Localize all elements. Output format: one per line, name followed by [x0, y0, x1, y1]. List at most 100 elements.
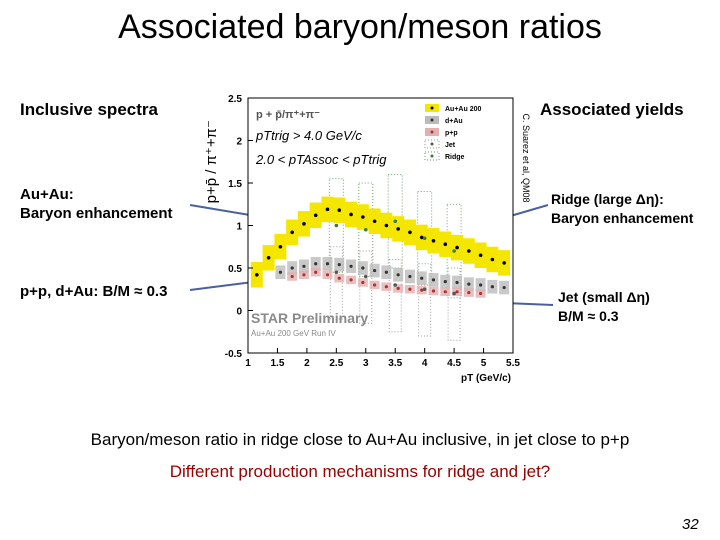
legend-entry: Au+Au 200 [445, 106, 481, 113]
pp-point [314, 270, 318, 274]
auau-point [478, 253, 483, 258]
cut-assoc: 2.0 < pTAssoc < pTtrig [255, 152, 387, 167]
legend-marker [430, 142, 434, 146]
auau-point [313, 213, 318, 218]
auau-point [431, 239, 436, 243]
credit-text: C. Suarez et al, QM08 [521, 113, 530, 202]
pp-point [337, 276, 341, 280]
ridge-point [363, 227, 368, 232]
auau-point [502, 261, 506, 265]
jet-box [388, 259, 402, 333]
x-tick-label: 2.5 [329, 358, 343, 369]
y-axis-label: p+p̄ / π⁺+π⁻ [203, 120, 220, 203]
dau-point [490, 285, 494, 289]
auau-point [467, 249, 471, 253]
slide-title: Associated baryon/meson ratios [118, 8, 602, 46]
jet-point [452, 291, 456, 296]
pp-point [373, 283, 377, 287]
dau-point [302, 264, 306, 268]
legend-entry: Jet [445, 142, 456, 149]
dau-point [396, 273, 400, 277]
dau-point [373, 268, 377, 273]
legend-entry: p+p [445, 130, 458, 137]
auau-point [443, 242, 448, 246]
auau-point [266, 256, 271, 260]
pp-point [420, 288, 424, 292]
dau-point [420, 276, 424, 280]
x-tick-label: 1 [245, 358, 251, 369]
legend-marker [430, 130, 434, 134]
jet-line1: Jet (small Δη) [558, 289, 650, 305]
dau-point [467, 282, 471, 286]
jet-line2: B/M ≈ 0.3 [558, 308, 619, 324]
jet-point [363, 274, 368, 279]
dau-point [314, 262, 318, 266]
dau-point [361, 266, 365, 270]
y-tick-label: -0.5 [225, 349, 243, 360]
jet-box [418, 263, 432, 337]
legend-entry: d+Au [445, 118, 463, 125]
y-tick-label: 1.5 [228, 179, 242, 190]
dau-point [290, 266, 294, 270]
ridge-annotation: Ridge (large Δη): Baryon enhancement [551, 190, 693, 228]
dau-point [337, 263, 341, 267]
pp-point [302, 273, 306, 277]
pp-point [479, 291, 483, 296]
y-tick-label: 0 [236, 307, 242, 318]
dau-point [443, 280, 447, 284]
pp-point [349, 278, 353, 282]
auau-point [255, 273, 259, 277]
pp-point [290, 274, 294, 279]
legend-swatch [424, 151, 440, 161]
pp-point [325, 273, 330, 277]
auau-point [384, 223, 389, 228]
auau-point [490, 257, 495, 262]
x-tick-label: 4.5 [447, 358, 461, 369]
jet-point [334, 270, 339, 275]
ridge-point [422, 236, 427, 241]
inclusive-spectra-label: Inclusive spectra [20, 100, 158, 119]
pp-point [443, 290, 447, 294]
dau-point [325, 262, 330, 266]
x-tick-label: 5 [481, 358, 487, 369]
auau-point [408, 230, 412, 235]
x-tick-label: 3.5 [388, 358, 402, 369]
auau-point [455, 245, 459, 250]
auau-point [349, 212, 353, 217]
x-tick-label: 1.5 [270, 358, 284, 369]
pp-point [396, 286, 400, 290]
x-tick-label: 2 [304, 358, 310, 369]
legend-swatch [424, 139, 440, 149]
auau-point [419, 235, 424, 240]
conclusion-text: Baryon/meson ratio in ridge close to Au+… [90, 430, 630, 449]
question-text: Different production mechanisms for ridg… [169, 462, 551, 481]
ridge-point [393, 219, 398, 224]
ridge-line1: Ridge (large Δη): [551, 191, 664, 207]
pp-point [384, 285, 388, 289]
ridge-point [452, 249, 456, 253]
auau-line2: Baryon enhancement [20, 205, 173, 222]
auau-point [325, 207, 330, 212]
auau-point [302, 222, 306, 226]
star-subtitle: Au+Au 200 GeV Run IV [251, 329, 336, 338]
legend-marker [430, 154, 434, 158]
auau-point [396, 227, 400, 231]
dau-point [502, 285, 506, 290]
auau-point [278, 244, 283, 249]
jet-box [447, 267, 461, 341]
auau-point [372, 219, 377, 224]
auau-line1: Au+Au: [20, 186, 74, 203]
legend-marker [430, 118, 434, 122]
auau-point [337, 208, 342, 212]
auau-point [361, 215, 365, 219]
auau-point [290, 230, 294, 235]
jet-point [422, 287, 427, 292]
legend-marker [430, 106, 434, 110]
ratio-chart: 1 1.5 2 2.5 3 3.5 4 4.5 5 5.5 -0.5 0 0.5 1 1.5 2 2.5 pT (… [203, 94, 530, 384]
x-tick-label: 4 [422, 358, 428, 369]
y-tick-label: 2.5 [228, 94, 242, 105]
pp-point [431, 289, 436, 293]
pp-point [408, 287, 412, 291]
dau-point [431, 278, 436, 282]
y-tick-label: 2 [236, 137, 242, 148]
